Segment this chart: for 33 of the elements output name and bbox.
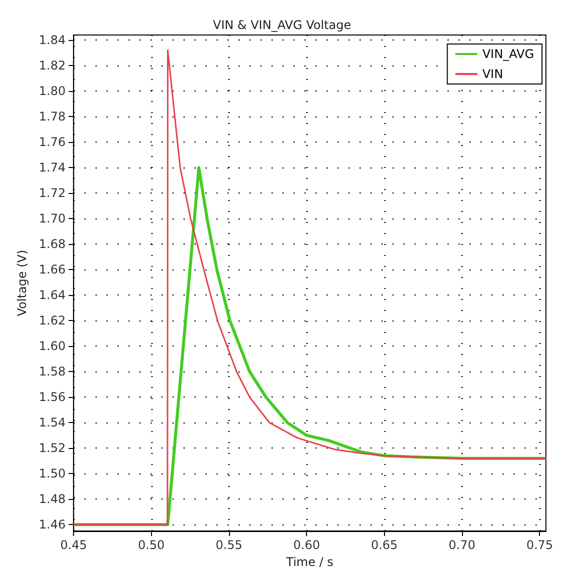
x-tick-label: 0.50 [138,538,165,552]
y-tick-label: 1.64 [38,288,66,302]
y-tick-label: 1.66 [38,262,66,277]
chart-title: VIN & VIN_AVG Voltage [212,18,352,32]
x-tick-label: 0.70 [448,538,476,552]
y-tick-label: 1.56 [38,390,66,404]
x-tick-label: 0.45 [60,538,87,552]
y-tick-label: 1.60 [38,339,66,354]
legend-label: VIN [482,67,504,81]
y-tick-label: 1.74 [38,160,66,175]
y-tick-label: 1.46 [38,518,66,532]
x-axis-title: Time / s [285,554,334,569]
y-tick-label: 1.76 [38,135,66,150]
x-tick-label: 0.60 [293,538,320,552]
y-tick-label: 1.84 [38,33,66,48]
x-tick-label: 0.75 [526,538,554,552]
y-tick-label: 1.82 [38,58,66,73]
y-tick-label: 1.54 [38,416,66,430]
y-tick-label: 1.80 [38,84,66,98]
y-tick-label: 1.78 [38,110,66,124]
x-tick-label: 0.55 [216,538,242,552]
y-tick-label: 1.68 [38,237,66,252]
y-tick-label: 1.52 [38,441,66,456]
y-axis-title: Voltage (V) [15,250,29,316]
x-tick-label: 0.65 [370,538,398,552]
y-tick-label: 1.70 [38,212,66,226]
y-tick-label: 1.50 [38,466,66,481]
legend-label: VIN_AVG [482,47,534,61]
y-tick-label: 1.62 [38,314,66,328]
y-tick-label: 1.58 [38,364,66,379]
line-series [72,50,547,526]
y-tick-label: 1.72 [38,186,66,200]
y-tick-label: 1.48 [38,492,66,506]
